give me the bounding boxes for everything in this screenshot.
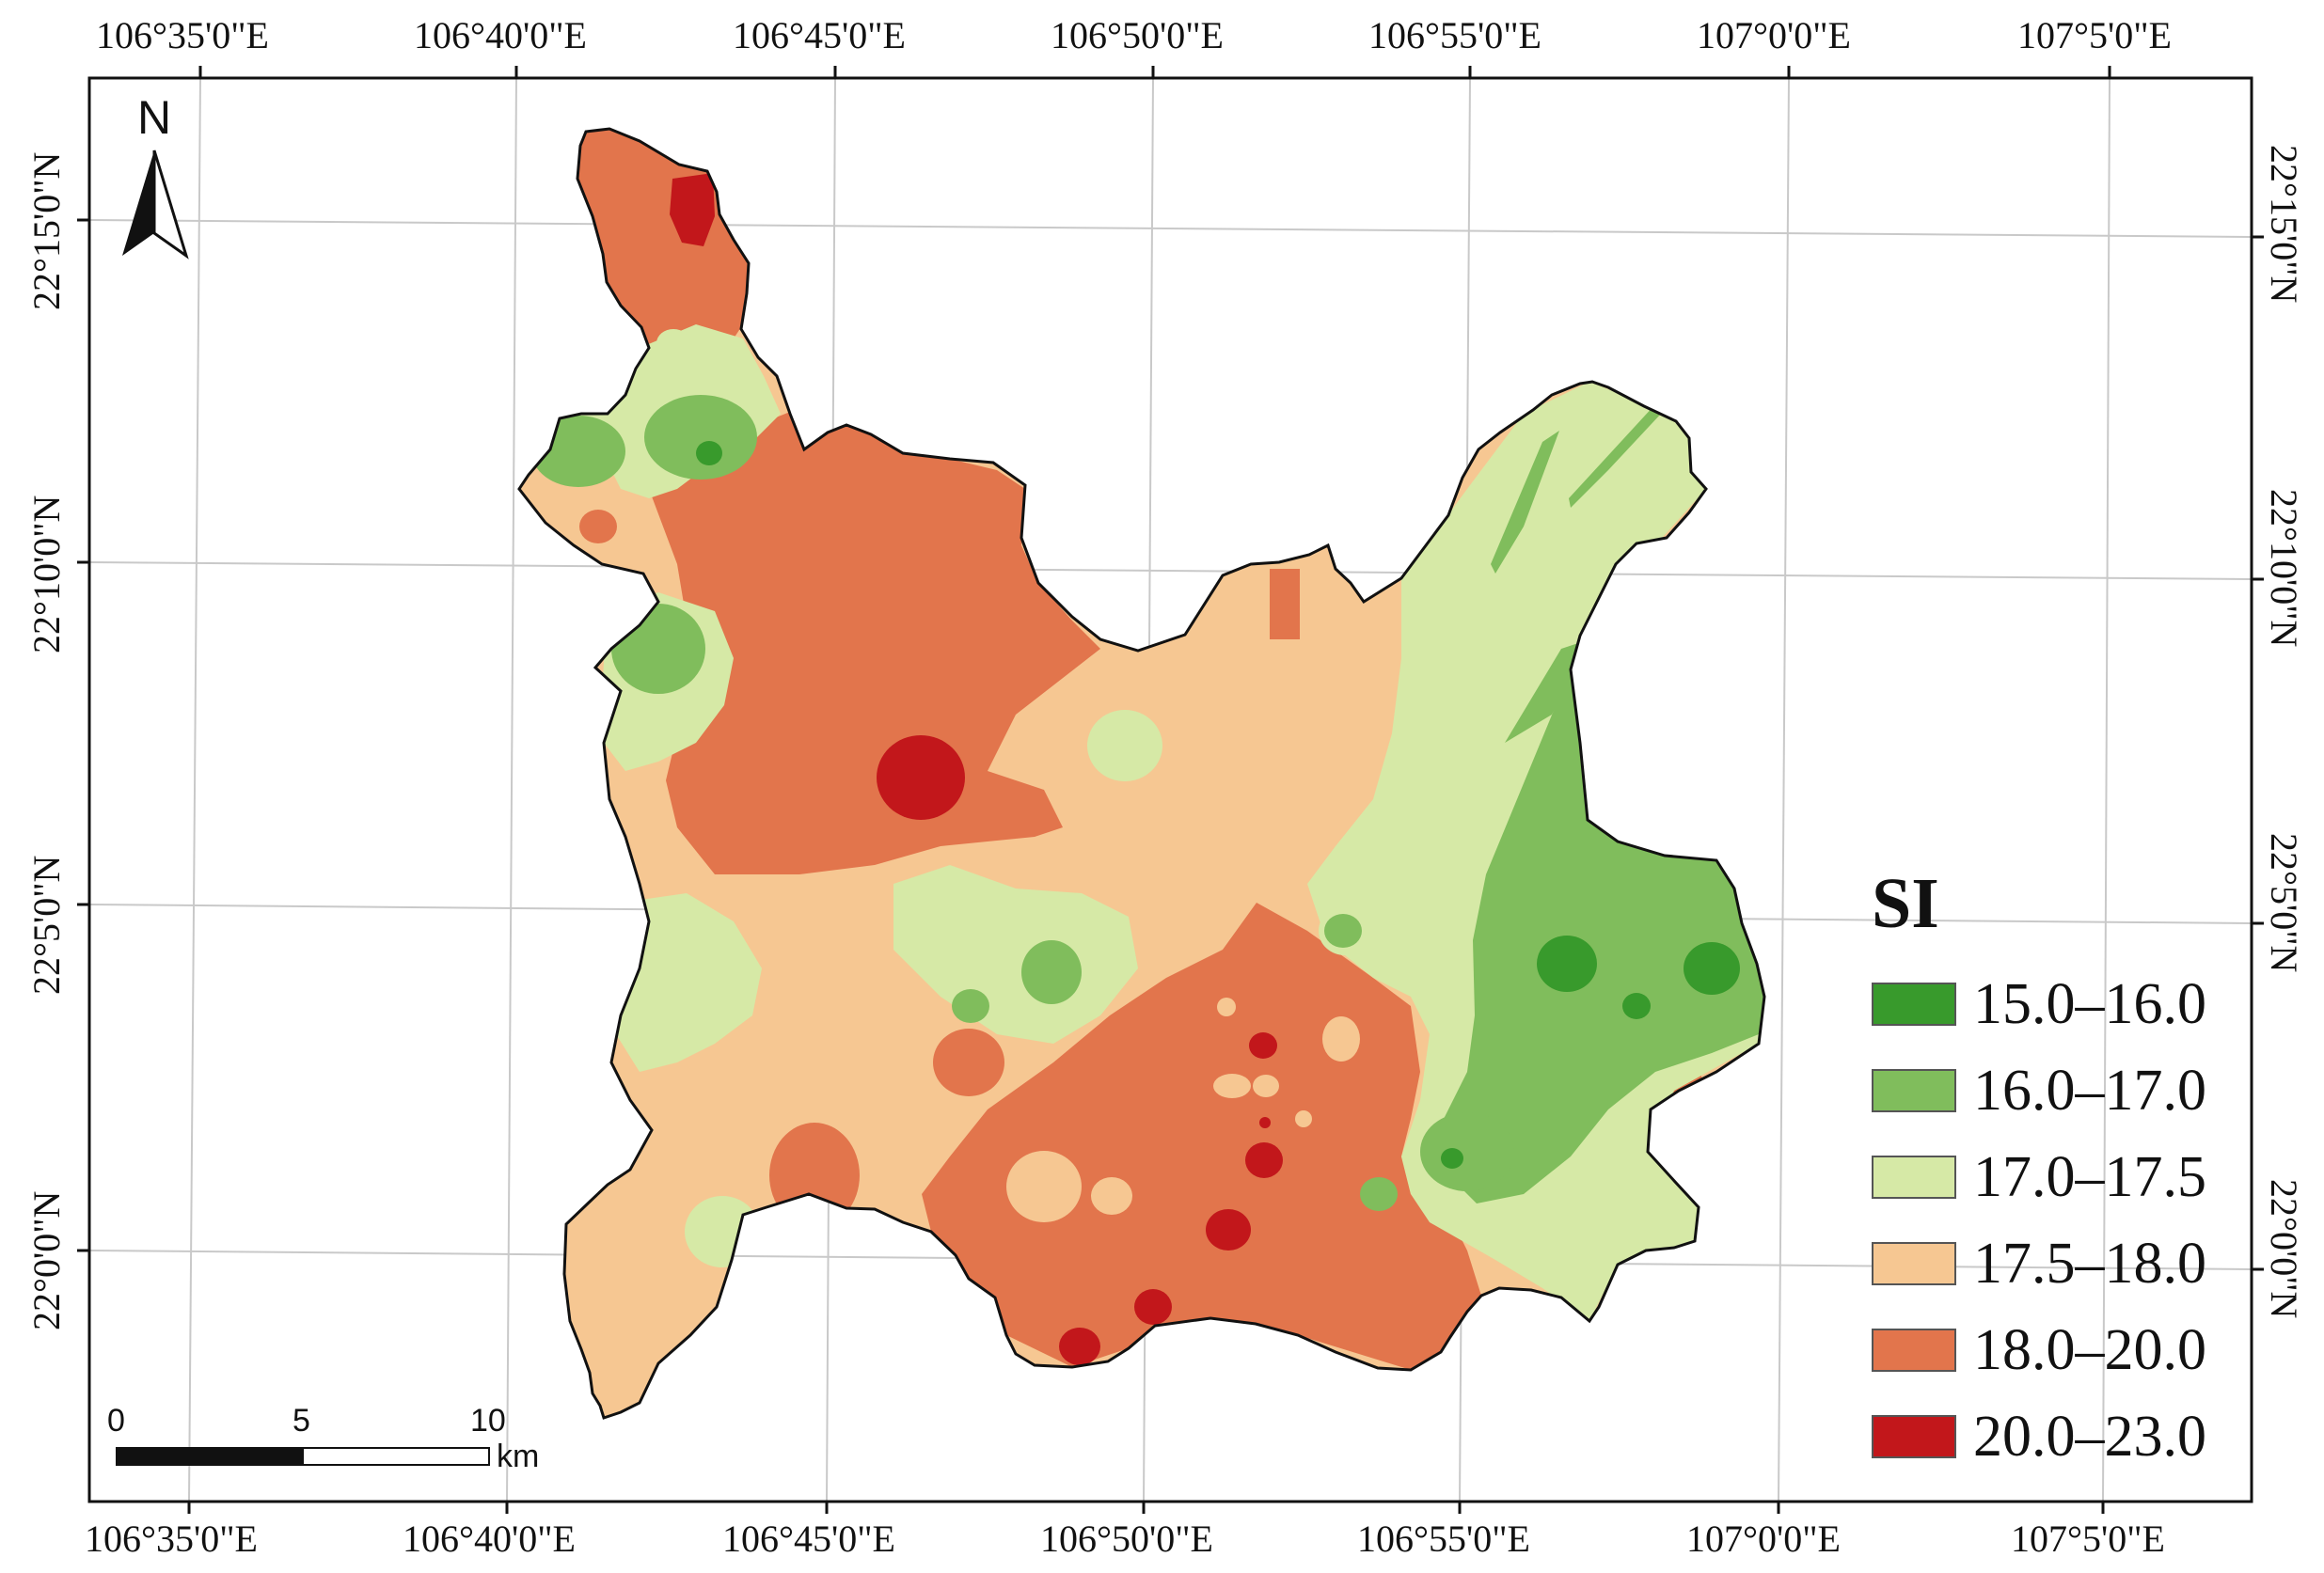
- si-island-strip: [1270, 569, 1300, 639]
- si-island-b: [1091, 1177, 1132, 1215]
- lon-label-bottom: 107°0'0"E: [1686, 1518, 1841, 1560]
- lat-label-left: 22°15'0"N: [25, 151, 68, 310]
- scale-tick-label: 0: [107, 1403, 125, 1439]
- scale-bar: [116, 1447, 490, 1466]
- si-zone-20-23-s2: [1245, 1142, 1283, 1178]
- si-island-e: [1253, 1075, 1279, 1097]
- si-zone-20-23-s6: [1259, 1117, 1271, 1128]
- legend-item: 15.0–16.0: [1872, 972, 2206, 1036]
- lon-label-top: 107°5'0"E: [2017, 14, 2172, 56]
- region-boundary: [517, 127, 1766, 1420]
- lon-label-bottom: 106°45'0"E: [722, 1518, 895, 1560]
- si-zone-16-17-west: [611, 604, 705, 694]
- si-zone-16-17-ne-streak2: [1569, 400, 1674, 508]
- lon-label-top: 106°45'0"E: [733, 14, 906, 56]
- lon-label-bottom: 106°35'0"E: [85, 1518, 258, 1560]
- lat-label-left: 22°10'0"N: [25, 495, 68, 653]
- si-zone-16-17-east-south: [1420, 1112, 1514, 1191]
- si-island-c: [1322, 1016, 1360, 1062]
- si-zone-16-17-east-north: [1324, 914, 1362, 948]
- lon-label-top: 106°55'0"E: [1368, 14, 1541, 56]
- lat-label-right: 22°10'0"N: [2263, 489, 2305, 648]
- legend-item: 18.0–20.0: [1872, 1318, 2206, 1382]
- si-island-g: [1295, 1110, 1312, 1127]
- si-zone-16-17-center: [1021, 940, 1082, 1004]
- si-zone-20-23-s5: [1059, 1328, 1100, 1365]
- si-island-d: [1213, 1074, 1251, 1098]
- legend-swatch: [1872, 983, 1956, 1026]
- legend-title: SI: [1872, 864, 1939, 943]
- si-zone-16-17-mid-streak: [1505, 639, 1589, 743]
- legend-item: 17.0–17.5: [1872, 1145, 2206, 1209]
- si-zone-15-16-e: [696, 441, 722, 465]
- si-zone-20-23-north: [670, 173, 715, 246]
- lon-label-bottom: 106°50'0"E: [1040, 1518, 1213, 1560]
- si-zone-16-17-ne-streak: [1491, 431, 1559, 574]
- legend-label: 16.0–17.0: [1973, 1058, 2206, 1123]
- map-frame: [77, 66, 2264, 1514]
- lon-label-top: 106°35'0"E: [96, 14, 269, 56]
- si-island-a: [1006, 1151, 1082, 1222]
- si-zone-18-20-central: [649, 404, 1100, 874]
- si-zone-15-16-b: [1684, 942, 1740, 995]
- lon-label-top: 106°50'0"E: [1051, 14, 1224, 56]
- si-zone-17-17.5-sw: [611, 893, 762, 1072]
- lon-label-bottom: 106°55'0"E: [1357, 1518, 1530, 1560]
- lat-label-right: 22°0'0"N: [2263, 1179, 2305, 1319]
- si-zone-18-20-north: [545, 129, 752, 367]
- si-zone-18-20-west: [933, 1029, 1004, 1096]
- lon-label-top: 106°40'0"E: [414, 14, 587, 56]
- si-island-f: [1217, 998, 1236, 1016]
- legend-item: 17.5–18.0: [1872, 1232, 2206, 1296]
- legend-label: 20.0–23.0: [1973, 1404, 2206, 1469]
- si-zone-18-20-spot: [579, 510, 617, 543]
- lat-label-left: 22°5'0"N: [25, 855, 68, 995]
- si-zone-20-23-s3: [1206, 1209, 1251, 1251]
- lat-label-right: 22°5'0"N: [2263, 833, 2305, 973]
- north-arrow-icon: [122, 149, 189, 260]
- si-zone-18-20-sw: [769, 1123, 860, 1228]
- si-zone-20-23-s4: [1134, 1289, 1172, 1325]
- si-zone-15-16-a: [1537, 936, 1597, 992]
- legend-item: 16.0–17.0: [1872, 1059, 2206, 1123]
- si-zone-16-17-east: [1439, 658, 1764, 1203]
- legend-label: 18.0–20.0: [1973, 1317, 2206, 1382]
- legend-label: 15.0–16.0: [1973, 971, 2206, 1036]
- lat-label-right: 22°15'0"N: [2263, 145, 2305, 304]
- legend-swatch: [1872, 1329, 1956, 1372]
- si-zone-20-23-s1: [1249, 1032, 1277, 1059]
- si-zone-15-16-c: [1622, 993, 1651, 1019]
- si-zone-16-17-nw: [644, 395, 757, 480]
- legend-swatch: [1872, 1156, 1956, 1199]
- scale-unit-label: km: [497, 1439, 540, 1474]
- legend-label: 17.0–17.5: [1973, 1144, 2206, 1209]
- lon-label-bottom: 107°5'0"E: [2011, 1518, 2165, 1560]
- si-zone-16-17-center-small: [952, 989, 989, 1023]
- lon-label-top: 107°0'0"E: [1697, 14, 1851, 56]
- lon-label-bottom: 106°40'0"E: [403, 1518, 576, 1560]
- legend-swatch: [1872, 1415, 1956, 1458]
- legend-swatch: [1872, 1242, 1956, 1285]
- lat-label-left: 22°0'0"N: [25, 1190, 68, 1330]
- scale-tick-label: 10: [470, 1403, 506, 1439]
- si-zone-17-17.5-north-center: [1087, 710, 1162, 781]
- legend-label: 17.5–18.0: [1973, 1231, 2206, 1296]
- legend-item: 20.0–23.0: [1872, 1405, 2206, 1469]
- scale-tick-label: 5: [292, 1403, 310, 1439]
- si-zone-16-17-far-nw: [531, 416, 625, 487]
- si-zone-20-23-center: [877, 735, 965, 820]
- north-label: N: [137, 91, 172, 144]
- legend-swatch: [1872, 1069, 1956, 1112]
- si-zone-15-16-d: [1441, 1148, 1463, 1169]
- si-zone-17-17.5-top: [656, 329, 690, 357]
- si-zone-16-17-east-dot: [1360, 1177, 1398, 1211]
